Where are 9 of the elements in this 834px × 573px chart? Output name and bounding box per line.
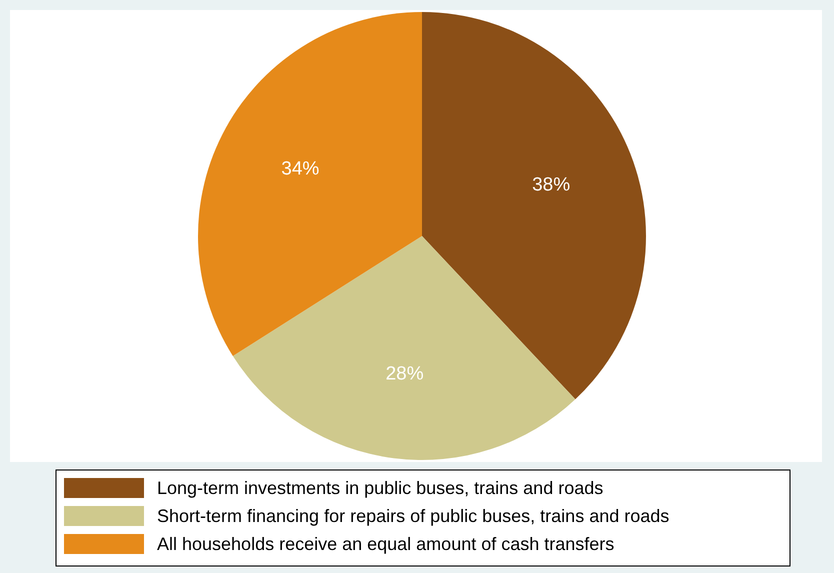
data-label: 34% [281, 158, 320, 180]
pie-slice [198, 12, 422, 356]
data-label: 38% [532, 174, 570, 196]
legend-label: Short-term financing for repairs of public buses, trains and roads [157, 506, 670, 526]
pie-slice [422, 12, 646, 400]
pie-slice [232, 236, 576, 460]
data-label: 28% [386, 363, 424, 384]
legend-label: Long-term investments in public buses, trains and roads [157, 478, 604, 498]
legend-label: All households receive an equal amount of cash transfers [157, 534, 614, 554]
